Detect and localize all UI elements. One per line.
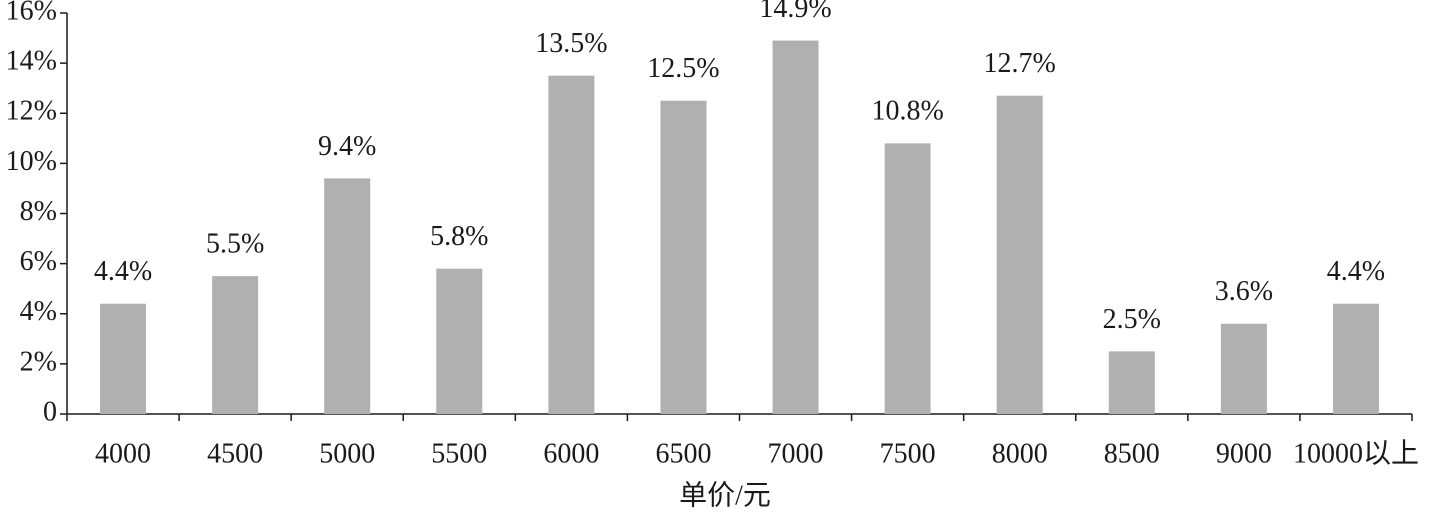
bar — [548, 75, 595, 414]
y-tick-label: 8% — [20, 196, 57, 227]
value-label: 12.7% — [984, 48, 1056, 79]
bar — [1108, 351, 1155, 414]
bar — [100, 303, 147, 414]
x-tick-label: 7000 — [768, 438, 824, 469]
value-label: 4.4% — [1327, 256, 1385, 287]
x-tick-label: 10000以上 — [1293, 438, 1419, 469]
y-tick-label: 16% — [6, 0, 57, 26]
x-tick-label: 8500 — [1104, 438, 1160, 469]
value-label: 5.5% — [206, 229, 264, 260]
value-label: 2.5% — [1103, 304, 1161, 335]
bar — [212, 276, 259, 414]
x-tick-label: 4500 — [207, 438, 263, 469]
y-tick-label: 14% — [6, 46, 57, 77]
value-label: 5.8% — [430, 221, 488, 252]
x-tick-label: 5500 — [431, 438, 487, 469]
value-label: 4.4% — [94, 256, 152, 287]
bar — [1220, 323, 1267, 414]
x-tick-label: 4000 — [95, 438, 151, 469]
bar — [660, 100, 707, 414]
x-tick-label: 9000 — [1216, 438, 1272, 469]
value-label: 10.8% — [871, 96, 943, 127]
value-label: 9.4% — [318, 131, 376, 162]
bar — [324, 178, 371, 414]
x-tick-label: 6500 — [655, 438, 711, 469]
y-tick-label: 6% — [20, 246, 57, 277]
bar — [436, 268, 483, 414]
x-axis-title: 单价/元 — [679, 479, 771, 511]
y-tick-label: 0 — [43, 396, 57, 427]
value-label: 14.9% — [759, 0, 831, 24]
value-label: 3.6% — [1215, 276, 1273, 307]
bar — [772, 40, 819, 414]
x-tick-label: 5000 — [319, 438, 375, 469]
bar — [996, 95, 1043, 415]
y-tick-label: 4% — [20, 296, 57, 327]
y-tick-label: 2% — [20, 346, 57, 377]
x-tick-label: 8000 — [992, 438, 1048, 469]
bar — [1332, 303, 1379, 414]
value-label: 12.5% — [647, 53, 719, 84]
bar — [884, 143, 931, 414]
y-tick-label: 10% — [6, 146, 57, 177]
value-label: 13.5% — [535, 28, 607, 59]
x-tick-label: 7500 — [880, 438, 936, 469]
y-tick-label: 12% — [6, 96, 57, 127]
x-tick-label: 6000 — [543, 438, 599, 469]
